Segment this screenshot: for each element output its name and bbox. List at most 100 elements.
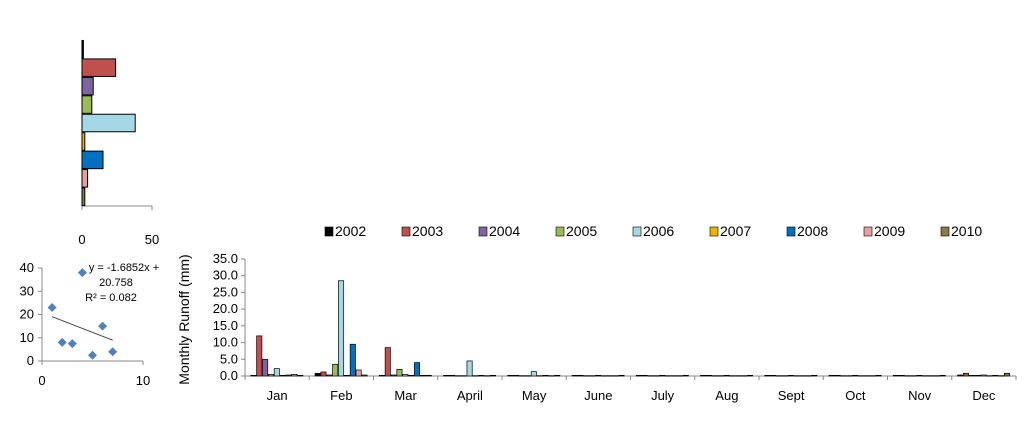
main-y-tick-label: 25.0 xyxy=(213,284,238,299)
main-y-tick-label: 30.0 xyxy=(213,268,238,283)
main-bar-2010-Jan xyxy=(297,374,304,377)
main-bar-2003-Nov xyxy=(898,374,905,377)
legend-swatch xyxy=(478,226,488,237)
main-bar-2010-May xyxy=(554,374,561,377)
main-bar-2004-Mar xyxy=(390,374,397,377)
main-bar-2003-Feb xyxy=(320,371,327,377)
legend-label: 2010 xyxy=(951,223,982,239)
scatter-y-tick-label: 10 xyxy=(20,330,34,345)
main-bar-2009-Oct xyxy=(869,375,876,377)
main-bar-2003-June xyxy=(577,374,584,377)
legend-swatch xyxy=(324,226,334,237)
main-bar-2010-Feb xyxy=(361,374,368,377)
legend-item-2007: 2007 xyxy=(709,223,751,239)
legend-swatch xyxy=(786,226,796,237)
main-bar-2005-Dec xyxy=(974,374,981,377)
scatter-point xyxy=(108,347,118,357)
main-bar-2006-Mar xyxy=(402,373,409,377)
main-bar-2005-Sept xyxy=(781,375,788,377)
main-bar-2010-Dec xyxy=(1004,372,1010,377)
main-x-tick-label: Oct xyxy=(845,388,866,403)
main-x-tick-label: July xyxy=(651,388,675,403)
main-bar-2008-April xyxy=(478,374,485,377)
hbar-bar-2008 xyxy=(81,150,104,170)
main-bar-2003-Sept xyxy=(770,374,777,377)
main-bar-2002-Oct xyxy=(828,374,835,377)
main-bar-2007-July xyxy=(665,375,672,377)
main-x-tick-label: May xyxy=(522,388,547,403)
main-bar-2003-May xyxy=(513,374,520,377)
main-bar-2009-Nov xyxy=(933,375,940,377)
hbar-bar-2010 xyxy=(81,187,86,207)
scatter-point xyxy=(98,321,108,331)
main-bar-2006-Aug xyxy=(723,374,730,377)
main-bar-2006-April xyxy=(466,360,473,377)
main-bar-2010-Aug xyxy=(747,374,753,377)
main-bar-2005-Mar xyxy=(396,368,403,377)
main-bar-2008-Oct xyxy=(863,375,870,377)
hbar-x-tick-label: 50 xyxy=(145,232,159,247)
main-bar-2008-July xyxy=(671,375,678,377)
main-bar-2004-May xyxy=(519,375,526,377)
main-y-axis-label: Monthly Runoff (mm) xyxy=(176,254,192,384)
legend-label: 2008 xyxy=(797,223,828,239)
main-bar-2008-Jan xyxy=(285,374,292,377)
main-bar-2008-Dec xyxy=(992,374,999,377)
main-y-tick-label: 0.0 xyxy=(220,368,238,383)
hbar-bar-2006 xyxy=(81,113,136,133)
legend-label: 2002 xyxy=(335,223,366,239)
main-bar-2004-Dec xyxy=(968,374,975,377)
main-bar-2010-Mar xyxy=(425,374,432,377)
main-bar-2007-May xyxy=(536,375,543,377)
main-bar-2008-Mar xyxy=(414,362,421,377)
main-bar-2009-Dec xyxy=(998,375,1005,377)
main-bar-2003-Dec xyxy=(963,372,969,377)
hbar-bar-2003 xyxy=(81,58,117,77)
legend-swatch xyxy=(940,226,950,237)
legend-label: 2005 xyxy=(566,223,597,239)
hbar-bar-2002 xyxy=(81,39,84,59)
legend-label: 2009 xyxy=(874,223,905,239)
main-y-tick-label: 20.0 xyxy=(213,301,238,316)
main-x-tick-label: Mar xyxy=(394,388,417,403)
main-bar-2007-June xyxy=(600,375,607,377)
main-bar-2009-Jan xyxy=(291,373,298,377)
legend-item-2005: 2005 xyxy=(555,223,597,239)
main-bar-2006-July xyxy=(659,374,666,377)
horizontal-bar-chart: 0 50 xyxy=(78,39,159,247)
main-x-tick-label: Feb xyxy=(330,388,352,403)
main-bar-2002-Jan xyxy=(250,374,257,377)
legend-swatch xyxy=(632,226,642,237)
scatter-y-tick-label: 30 xyxy=(20,283,34,298)
main-bar-2008-Nov xyxy=(928,375,935,377)
main-bar-2002-May xyxy=(507,374,514,377)
main-bar-2006-Sept xyxy=(787,374,794,377)
main-bar-2008-Aug xyxy=(735,375,742,377)
main-bar-2002-June xyxy=(571,374,578,377)
main-bar-2010-April xyxy=(490,374,496,377)
main-bar-2003-July xyxy=(641,374,648,377)
legend-label: 2007 xyxy=(720,223,751,239)
legend-label: 2003 xyxy=(412,223,443,239)
legend-label: 2004 xyxy=(489,223,520,239)
main-bar-2002-July xyxy=(635,374,642,377)
legend-item-2009: 2009 xyxy=(863,223,905,239)
main-bar-2003-Mar xyxy=(384,347,391,377)
scatter-point xyxy=(77,268,87,278)
main-bar-2002-Dec xyxy=(957,374,964,377)
scatter-equation-line: y = -1.6852x + xyxy=(89,262,159,274)
main-bar-2005-May xyxy=(524,375,531,377)
main-bar-2004-Sept xyxy=(776,375,783,377)
main-bar-2004-July xyxy=(647,375,654,377)
main-x-tick-label: June xyxy=(584,388,612,403)
main-bar-2005-April xyxy=(460,375,467,377)
main-bar-2009-April xyxy=(484,375,491,377)
main-bar-2004-Nov xyxy=(904,375,911,377)
main-x-tick-label: Nov xyxy=(908,388,932,403)
scatter-y-tick-label: 40 xyxy=(20,260,34,275)
main-x-tick-label: Aug xyxy=(715,388,738,403)
main-bar-2009-July xyxy=(676,375,683,377)
main-x-tick-label: Dec xyxy=(972,388,996,403)
scatter-equation-line: R² = 0.082 xyxy=(85,292,137,304)
